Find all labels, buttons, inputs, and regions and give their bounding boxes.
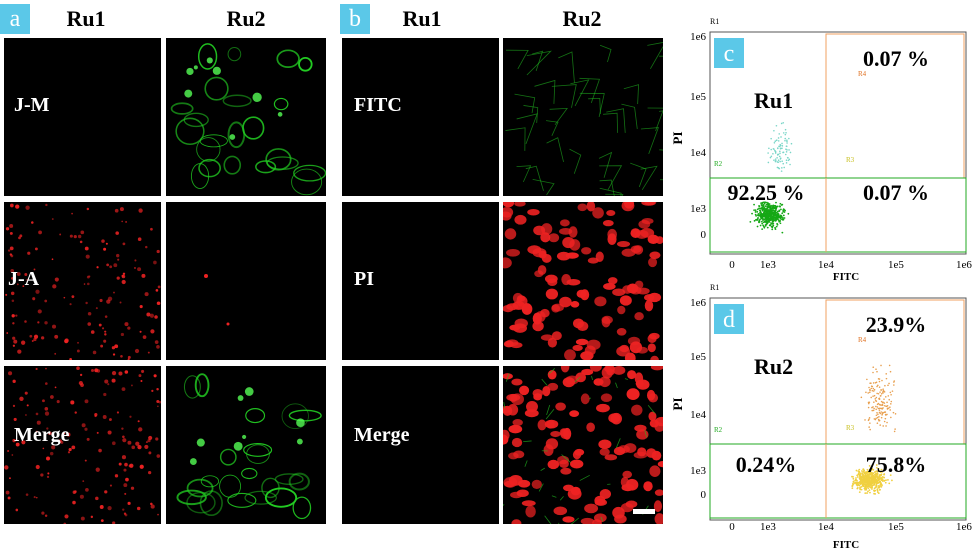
facs-d-xlabel: FITC [833, 539, 859, 551]
facs-d-ylabel: PI [670, 398, 685, 411]
a-jm-ru1-image [4, 38, 161, 196]
ytick-1e5: 1e5 [690, 91, 706, 103]
xtick-1e6: 1e6 [956, 259, 972, 271]
gate-label-r2: R2 [714, 426, 723, 434]
facs-d-q-lower-right: 75.8% [866, 452, 927, 477]
merge-nuclei-svg [503, 366, 663, 524]
ytick-1e6: 1e6 [690, 297, 706, 309]
b-pi-ru2-image [503, 202, 663, 360]
facs-c-xtick-labels: 0 1e3 1e4 1e5 1e6 [729, 259, 972, 271]
panel-a-col-ru2: Ru2 [186, 6, 306, 32]
xtick-1e4: 1e4 [818, 259, 834, 271]
ytick-0: 0 [701, 229, 707, 241]
ytick-1e3: 1e3 [690, 465, 706, 477]
gate-label-r4: R4 [858, 70, 867, 78]
xtick-1e3: 1e3 [760, 259, 776, 271]
panel-b-col-ru2: Ru2 [522, 6, 642, 32]
facs-c-ylabel: PI [670, 132, 685, 145]
gate-label-r3: R3 [846, 424, 855, 432]
b-fitc-ru1-image [342, 38, 499, 196]
green-cells-svg [166, 38, 326, 196]
facs-c-r1: R1 [710, 17, 719, 26]
xtick-0: 0 [729, 259, 735, 271]
red-sparse-svg [166, 202, 326, 360]
facs-plot-c: R1 R4 R3 R2 0 1e3 1e4 1e5 1e6 0 1e3 1e4 … [670, 10, 978, 282]
panel-b-col-ru1: Ru1 [362, 6, 482, 32]
ytick-1e4: 1e4 [690, 147, 706, 159]
facs-c-sample: Ru1 [754, 88, 793, 113]
red-nuclei-svg [503, 202, 663, 360]
facs-d-xtick-labels: 0 1e3 1e4 1e5 1e6 [729, 521, 972, 533]
facs-d-frame [710, 298, 966, 520]
facs-c-ytick-labels: 0 1e3 1e4 1e5 1e6 [690, 31, 706, 241]
facs-d-sample: Ru2 [754, 354, 793, 379]
panel-a-col-ru1: Ru1 [26, 6, 146, 32]
ytick-0: 0 [701, 489, 707, 501]
facs-d-ytick-labels: 0 1e3 1e4 1e5 1e6 [690, 297, 706, 501]
xtick-1e6: 1e6 [956, 521, 972, 533]
green-mesh-svg [503, 38, 663, 196]
row-label-merge-b: Merge [354, 424, 410, 447]
ytick-1e6: 1e6 [690, 31, 706, 43]
facs-c-q-lower-right: 0.07 % [863, 180, 929, 205]
row-label-ja: J-A [8, 268, 39, 291]
gate-label-r3: R3 [846, 156, 855, 164]
xtick-1e3: 1e3 [760, 521, 776, 533]
facs-plot-d: R1 R4 R3 R2 0 1e3 1e4 1e5 1e6 0 1e3 1e4 … [670, 280, 978, 552]
ytick-1e5: 1e5 [690, 351, 706, 363]
facs-c-svg: R1 R4 R3 R2 0 1e3 1e4 1e5 1e6 0 1e3 1e4 … [670, 10, 978, 282]
facs-d-svg: R1 R4 R3 R2 0 1e3 1e4 1e5 1e6 0 1e3 1e4 … [670, 280, 978, 552]
gate-label-r4: R4 [858, 336, 867, 344]
b-merge-ru2-image [503, 366, 663, 524]
panel-d-letter: d [723, 307, 735, 333]
facs-d-q-lower-left: 0.24% [736, 452, 797, 477]
row-label-merge-a: Merge [14, 424, 70, 447]
xtick-1e5: 1e5 [888, 259, 904, 271]
xtick-1e5: 1e5 [888, 521, 904, 533]
facs-d-r1: R1 [710, 283, 719, 292]
scale-bar [633, 509, 655, 514]
xtick-0: 0 [729, 521, 735, 533]
xtick-1e4: 1e4 [818, 521, 834, 533]
facs-c-q-upper-right: 0.07 % [863, 46, 929, 71]
facs-d-q-upper-right: 23.9% [866, 312, 927, 337]
row-label-pi: PI [354, 268, 374, 291]
green-cells-svg [166, 366, 326, 524]
b-fitc-ru2-image [503, 38, 663, 196]
facs-c-q-lower-left: 92.25 % [728, 180, 805, 205]
ytick-1e3: 1e3 [690, 203, 706, 215]
gate-label-r2: R2 [714, 160, 723, 168]
a-jm-ru2-image [166, 38, 326, 196]
row-label-fitc: FITC [354, 94, 402, 117]
a-merge-ru2-image [166, 366, 326, 524]
a-ja-ru2-image [166, 202, 326, 360]
panel-c-letter: c [724, 41, 735, 67]
ytick-1e4: 1e4 [690, 409, 706, 421]
row-label-jm: J-M [14, 94, 50, 117]
